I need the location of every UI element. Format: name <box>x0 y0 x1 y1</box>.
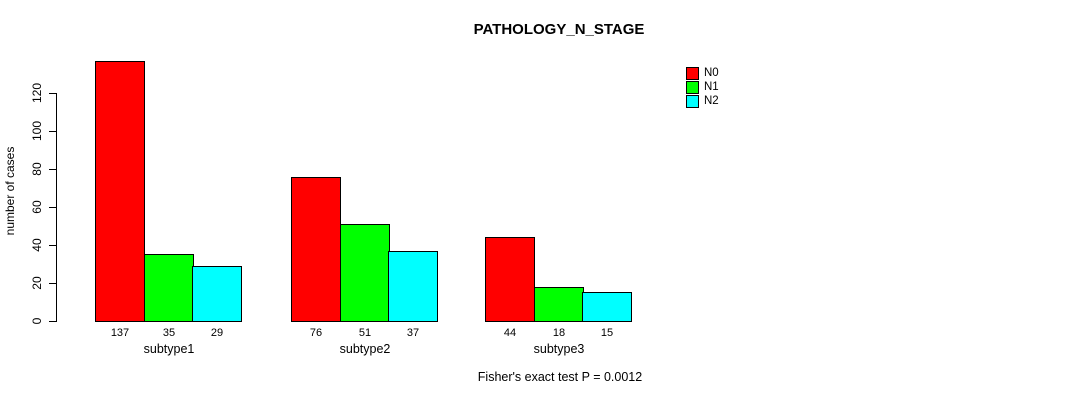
legend-swatch-n2 <box>686 94 699 108</box>
y-axis-tick-label: 120 <box>30 82 44 104</box>
y-axis-tick-label: 60 <box>30 200 44 214</box>
bar-value-label: 51 <box>358 327 372 339</box>
legend-label-n1: N1 <box>704 80 719 93</box>
bar-n1-subtype3 <box>534 287 584 322</box>
bar-value-label: 15 <box>600 327 614 339</box>
y-axis-tick-label: 40 <box>30 238 44 252</box>
legend: N0 N1 N2 <box>686 66 719 108</box>
y-axis-tick <box>49 283 56 284</box>
legend-item-n0: N0 <box>686 66 719 80</box>
y-axis-tick <box>49 321 56 322</box>
legend-swatch-n1 <box>686 80 699 94</box>
category-label-subtype1: subtype1 <box>143 342 195 356</box>
bar-value-label: 44 <box>503 327 517 339</box>
y-axis-tick-label: 20 <box>30 276 44 290</box>
legend-label-n0: N0 <box>704 66 719 79</box>
y-axis-tick <box>49 169 56 170</box>
bar-n2-subtype2 <box>388 251 438 322</box>
y-axis-tick-label: 100 <box>30 120 44 142</box>
y-axis-tick-label: 80 <box>30 162 44 176</box>
y-axis-tick-label: 0 <box>30 317 44 325</box>
bar-n0-subtype1 <box>95 61 145 322</box>
y-axis-tick <box>49 131 56 132</box>
legend-label-n2: N2 <box>704 94 719 107</box>
y-axis-tick <box>49 207 56 208</box>
bar-n2-subtype3 <box>582 292 632 322</box>
chart-title: PATHOLOGY_N_STAGE <box>473 21 645 38</box>
category-label-subtype2: subtype2 <box>339 342 391 356</box>
bar-value-label: 137 <box>110 327 130 339</box>
bar-n0-subtype3 <box>485 237 535 322</box>
y-axis-tick <box>49 245 56 246</box>
bar-n2-subtype1 <box>192 266 242 322</box>
bar-n1-subtype1 <box>144 254 194 322</box>
bar-value-label: 35 <box>162 327 176 339</box>
legend-swatch-n0 <box>686 66 699 80</box>
bar-n0-subtype2 <box>291 177 341 322</box>
legend-item-n1: N1 <box>686 80 719 94</box>
bar-value-label: 37 <box>406 327 420 339</box>
bar-value-label: 29 <box>210 327 224 339</box>
fisher-test-annotation: Fisher's exact test P = 0.0012 <box>477 370 643 384</box>
y-axis-label: number of cases <box>3 146 17 236</box>
bar-value-label: 76 <box>309 327 323 339</box>
y-axis-tick <box>49 93 56 94</box>
bar-value-label: 18 <box>552 327 566 339</box>
y-axis-line <box>56 93 57 322</box>
bar-n1-subtype2 <box>340 224 390 322</box>
legend-item-n2: N2 <box>686 94 719 108</box>
category-label-subtype3: subtype3 <box>533 342 585 356</box>
